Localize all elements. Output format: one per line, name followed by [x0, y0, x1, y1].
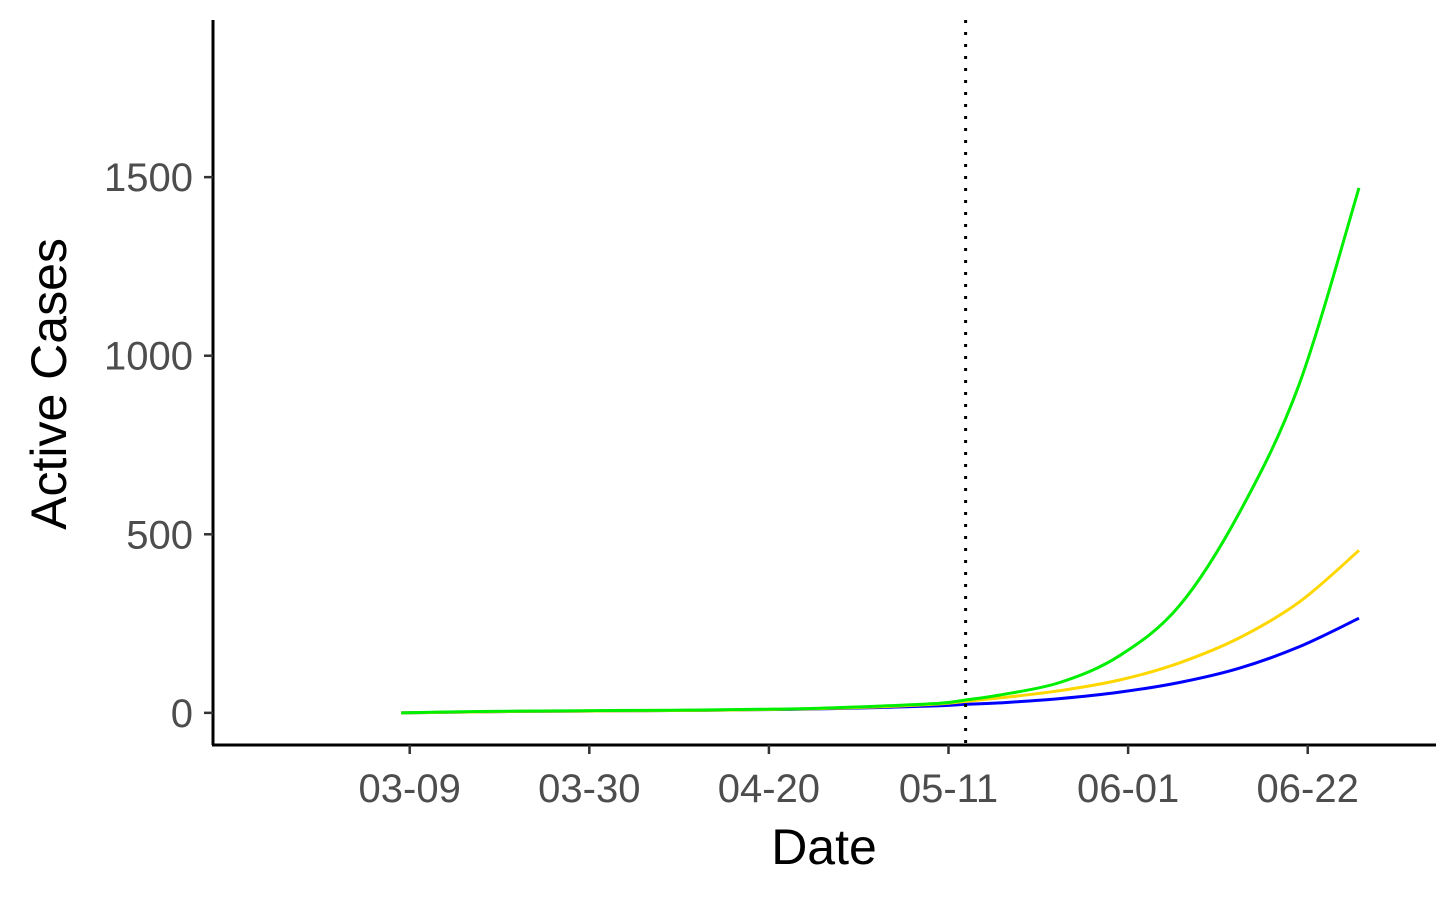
- x-tick-label: 06-22: [1257, 767, 1359, 811]
- x-tick-label: 03-30: [538, 767, 640, 811]
- x-axis-ticks: 03-09 03-30 04-20 05-11 06-01 06-22: [359, 745, 1359, 811]
- y-tick-label: 0: [171, 692, 193, 736]
- series-line-1: [401, 616, 1360, 715]
- x-tick-label: 06-01: [1077, 767, 1179, 811]
- series-line-3: [401, 187, 1361, 715]
- y-tick-label: 1000: [104, 335, 193, 379]
- x-axis-title: Date: [771, 819, 877, 875]
- x-tick-label: 05-11: [899, 767, 998, 811]
- x-tick-label: 04-20: [718, 767, 820, 811]
- y-axis-ticks: 0 500 1000 1500: [104, 156, 213, 736]
- series-line-2: [401, 549, 1360, 715]
- y-axis-title: Active Cases: [21, 238, 77, 530]
- y-tick-label: 500: [126, 513, 193, 557]
- plot-lines: [401, 187, 1361, 715]
- y-tick-label: 1500: [104, 156, 193, 200]
- x-tick-label: 03-09: [359, 767, 461, 811]
